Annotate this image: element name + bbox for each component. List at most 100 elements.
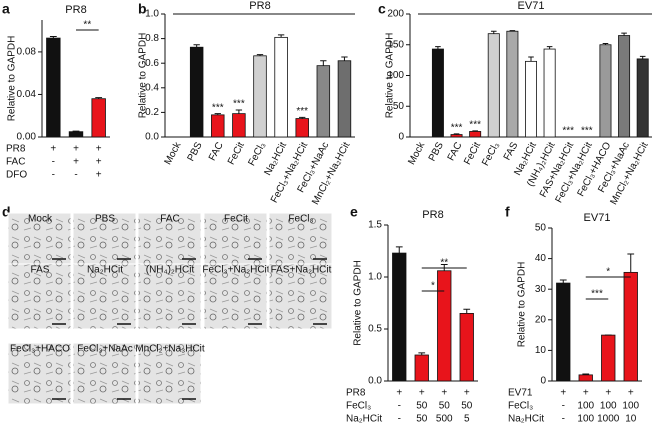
significance: *** <box>296 106 308 117</box>
error-bar <box>559 279 567 284</box>
micrograph <box>7 263 72 330</box>
condition-value: 50 <box>461 401 473 412</box>
bar <box>543 48 556 138</box>
condition-value: - <box>52 157 55 168</box>
condition-value: + <box>441 388 447 399</box>
condition-value: + <box>96 157 102 168</box>
condition-name: FeCl₃ <box>508 401 533 412</box>
micrograph <box>72 212 137 265</box>
y-tick-label: 150 <box>387 39 404 50</box>
bar <box>525 60 537 138</box>
significance: * <box>606 267 610 278</box>
bar <box>618 35 631 138</box>
image-label: FeCit <box>224 214 248 225</box>
bar <box>469 131 482 138</box>
bar <box>431 48 444 138</box>
micrograph <box>7 342 72 405</box>
condition-value: 100 <box>577 401 594 412</box>
condition-value: 100 <box>600 401 617 412</box>
bar <box>68 131 84 138</box>
y-tick-label: 100 <box>387 70 404 81</box>
error-bar <box>627 253 635 273</box>
y-axis-label: Relative to GAPDH <box>517 262 528 348</box>
error-bar <box>621 32 627 36</box>
y-tick-label: 0.4 <box>145 82 159 93</box>
image-label: FAS <box>31 265 50 276</box>
micrograph <box>137 263 202 330</box>
significance: *** <box>581 126 593 137</box>
y-tick-label: 1.5 <box>368 220 382 231</box>
y-tick-label: 0.0 <box>145 132 159 143</box>
error-bar <box>528 56 534 62</box>
condition-value: 50 <box>416 401 428 412</box>
significance: * <box>431 281 435 292</box>
image-label: FeCl₃+Na₂HCit <box>202 265 269 276</box>
panel-letter: a <box>2 1 10 17</box>
condition-name: PR8 <box>346 388 366 399</box>
bar <box>601 334 616 382</box>
bar <box>556 282 571 382</box>
micrograph <box>137 212 202 265</box>
significance: *** <box>591 289 603 300</box>
condition-value: - <box>74 170 77 181</box>
condition-name: Na₂HCit <box>346 414 382 425</box>
error-bar <box>472 130 478 132</box>
chart-title: EV71 <box>584 212 611 224</box>
y-axis-label: Relative to GAPDH <box>138 33 149 119</box>
error-bar <box>235 109 243 114</box>
panel-letter: e <box>350 204 358 220</box>
condition-value: + <box>605 388 611 399</box>
panel-letter: d <box>2 204 11 220</box>
x-tick-label: FAS <box>502 140 521 162</box>
image-label: MnCl₂+Na₃HCit <box>135 344 205 355</box>
bar <box>295 118 309 138</box>
image-label: Mock <box>28 214 53 225</box>
x-tick-label: PBS <box>427 140 446 163</box>
bar <box>392 252 407 382</box>
x-tick-label: FAC <box>207 140 226 162</box>
error-bar <box>95 97 103 99</box>
error-bar <box>395 246 403 254</box>
error-bar <box>453 133 460 135</box>
error-bar <box>602 43 609 45</box>
y-tick-label: 0.04 <box>17 89 37 100</box>
panel-letter: f <box>505 204 510 220</box>
error-bar <box>256 54 264 56</box>
y-tick-label: 40 <box>535 253 547 264</box>
y-tick-label: 20 <box>535 314 547 325</box>
bar <box>459 312 474 382</box>
condition-value: 500 <box>436 414 453 425</box>
bar <box>253 55 267 138</box>
error-bar <box>320 60 327 66</box>
bar <box>274 36 288 138</box>
bar <box>450 134 463 138</box>
x-tick-label: FeCit <box>226 140 247 166</box>
condition-name: FAC <box>6 157 25 168</box>
condition-value: 10 <box>625 414 637 425</box>
micrograph <box>72 342 137 405</box>
condition-value: + <box>50 144 56 155</box>
x-tick-label: FeCl₃ <box>246 140 268 167</box>
condition-name: DFO <box>6 170 27 181</box>
image-label: FeCl₃+NaAc <box>77 344 132 355</box>
condition-value: 100 <box>622 401 639 412</box>
y-tick-label: 30 <box>535 284 547 295</box>
significance: *** <box>451 123 463 134</box>
x-tick-label: Mock <box>406 140 427 167</box>
image-label: FeCl₃ <box>288 214 313 225</box>
y-tick-label: 1.0 <box>368 272 382 283</box>
condition-value: + <box>96 170 102 181</box>
condition-value: - <box>398 401 401 412</box>
condition-value: 100 <box>577 414 594 425</box>
micrograph <box>203 263 268 330</box>
x-tick-label: FAC <box>446 140 465 162</box>
bar <box>189 46 204 138</box>
error-bar <box>214 113 221 115</box>
x-tick-label: PBS <box>186 140 205 163</box>
error-bar <box>277 34 285 38</box>
condition-value: 50 <box>416 414 428 425</box>
bar <box>337 60 352 138</box>
error-bar <box>418 352 426 355</box>
error-bar <box>435 46 441 50</box>
